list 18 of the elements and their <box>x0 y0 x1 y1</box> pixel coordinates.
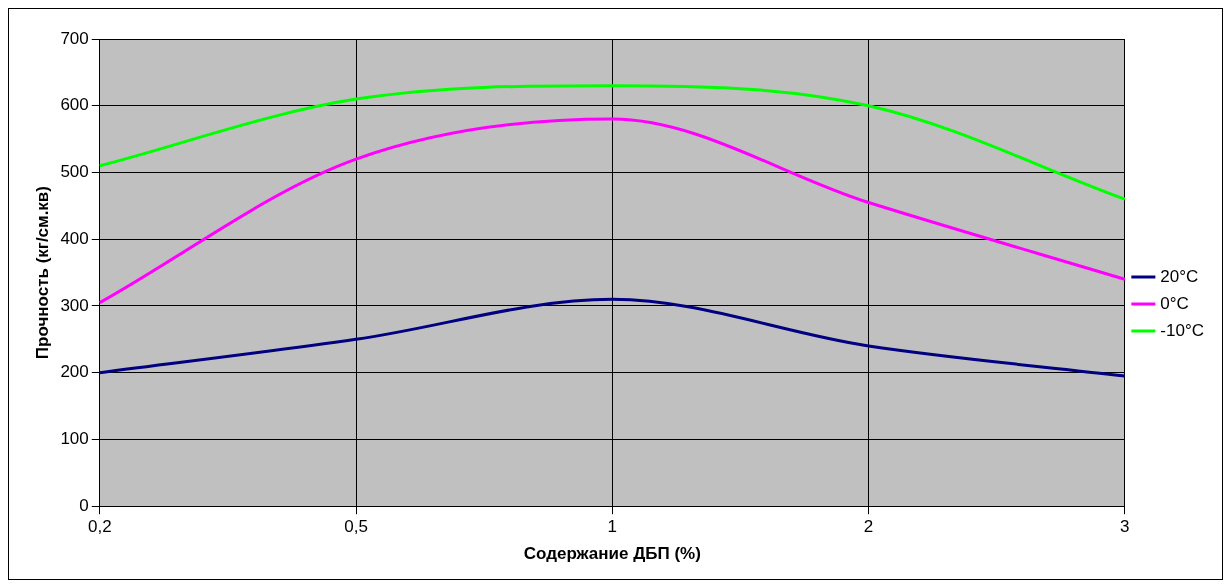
y-tick-label: 200 <box>60 362 89 382</box>
x-tick-label: 1 <box>607 517 618 537</box>
x-tick-label: 0,2 <box>87 517 112 537</box>
y-tick-label: 300 <box>60 295 89 315</box>
legend-label: 0°C <box>1160 293 1189 313</box>
y-tick-label: 400 <box>60 228 89 248</box>
x-tick-label: 3 <box>1120 517 1130 537</box>
y-tick-label: 700 <box>60 28 89 48</box>
x-tick-label: 0,5 <box>344 517 368 537</box>
y-tick-label: 500 <box>60 162 89 182</box>
x-axis-title: Содержание ДБП (%) <box>523 544 701 564</box>
x-tick-label: 2 <box>863 517 874 537</box>
y-tick-label: 100 <box>60 429 89 449</box>
legend-label: 20°C <box>1160 266 1199 286</box>
legend-label: -10°C <box>1160 320 1205 340</box>
y-tick-label: 600 <box>60 95 89 115</box>
y-tick-label: 0 <box>79 495 89 515</box>
y-axis-title: Прочность (кг/см.кв) <box>32 186 52 360</box>
